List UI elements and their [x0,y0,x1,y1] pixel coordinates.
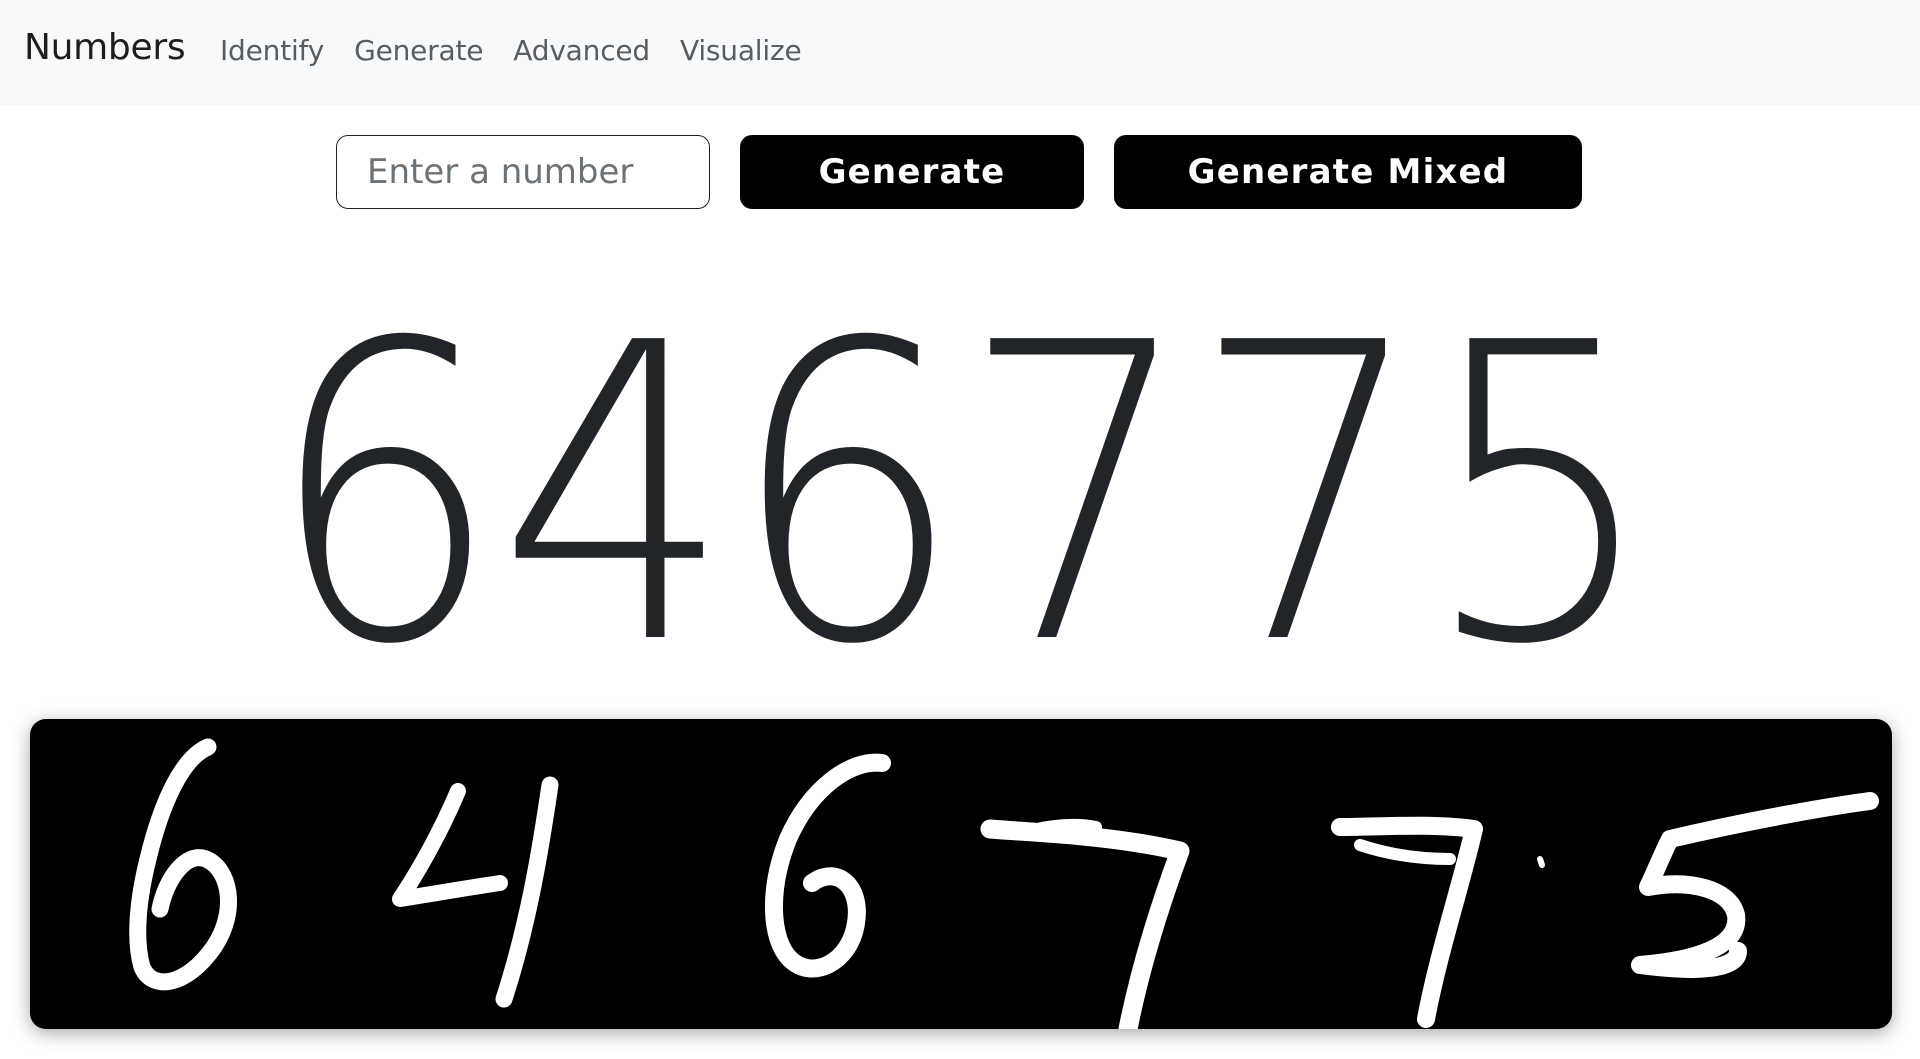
nav-link-visualize[interactable]: Visualize [680,34,802,67]
nav-link-advanced[interactable]: Advanced [513,34,650,67]
handwritten-digit-5 [1631,792,1879,978]
handwritten-digits-drawing [129,738,1879,1029]
nav-links: Identify Generate Advanced Visualize [220,34,832,67]
nav-link-identify[interactable]: Identify [220,34,325,67]
nav-link-generate[interactable]: Generate [354,34,484,67]
number-input[interactable] [336,135,710,209]
handwritten-digit-6 [765,753,891,978]
handwritten-digit-4 [392,776,559,1008]
handwritten-digits-image [30,719,1892,1029]
handwritten-digit-7 [1331,816,1545,1028]
generate-mixed-button[interactable]: Generate Mixed [1114,135,1582,209]
navbar: Numbers Identify Generate Advanced Visua… [0,0,1920,105]
generate-controls: Generate Generate Mixed [336,135,1582,209]
generated-number: 646775 [266,256,1657,734]
handwritten-digit-6 [129,738,237,991]
brand-link[interactable]: Numbers [24,27,186,68]
generate-button[interactable]: Generate [740,135,1084,209]
handwritten-digit-7 [980,818,1190,1029]
